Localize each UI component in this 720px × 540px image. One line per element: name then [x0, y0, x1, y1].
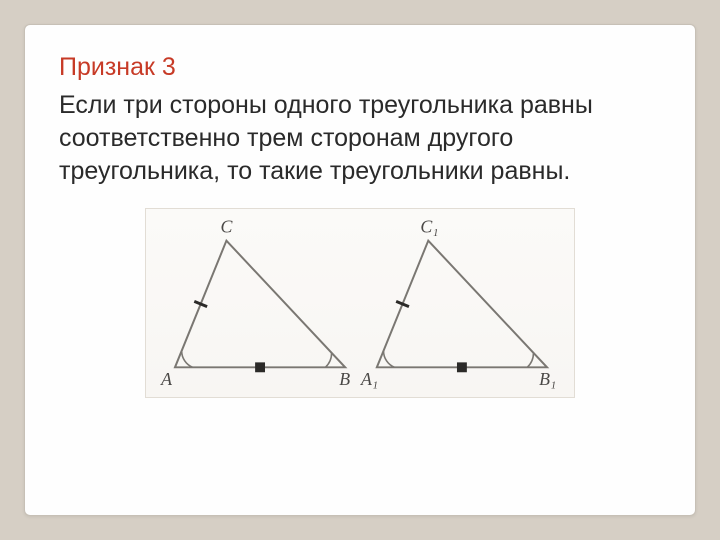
theorem-heading: Признак 3: [59, 51, 661, 85]
congruent-triangles-figure: A B C A₁ B₁ C₁: [145, 208, 575, 398]
svg-text:C: C: [220, 216, 233, 236]
svg-text:A: A: [160, 369, 172, 389]
svg-text:B₁: B₁: [539, 369, 556, 389]
theorem-body: Если три стороны одного треугольника рав…: [59, 89, 661, 188]
figure-wrap: A B C A₁ B₁ C₁: [59, 208, 661, 398]
svg-text:B: B: [339, 369, 350, 389]
svg-text:C₁: C₁: [420, 216, 438, 236]
svg-text:A₁: A₁: [360, 369, 378, 389]
slide-card: Признак 3 Если три стороны одного треуго…: [24, 24, 696, 516]
